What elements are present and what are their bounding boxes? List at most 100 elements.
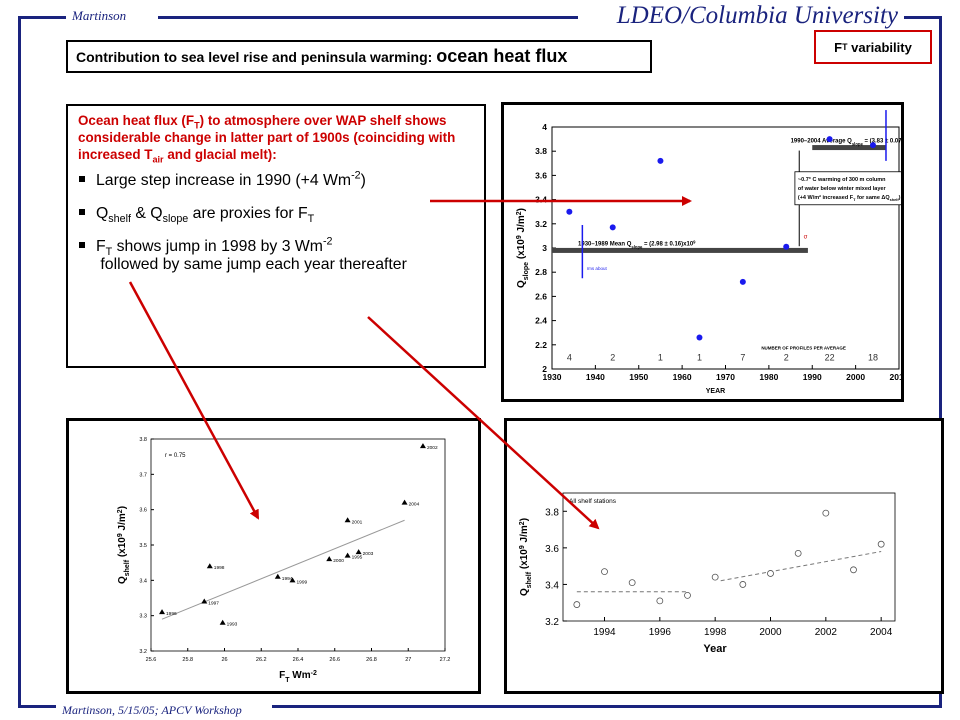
data-point: [850, 566, 857, 574]
x-tick-label: 26.2: [256, 657, 267, 663]
data-point: [219, 619, 226, 625]
bullet-text: F: [96, 238, 106, 255]
data-point: [739, 581, 747, 588]
x-axis-label: YEAR: [706, 388, 725, 395]
profile-count: 22: [825, 353, 835, 363]
y-tick-label: 3.8: [139, 437, 147, 443]
y-tick-label: 3.4: [535, 195, 547, 205]
r-label: r = 0.75: [165, 453, 186, 459]
data-point: [274, 573, 281, 579]
annotation-line: of water below winter mixed layer: [798, 186, 887, 192]
x-tick-label: 1960: [673, 372, 692, 382]
y-axis-label: Qslope (x109 J/m2): [516, 208, 530, 288]
y-tick-label: 3.2: [139, 649, 147, 655]
data-point: [739, 278, 746, 285]
chart-qslope-timeseries: 19301940195019601970198019902000201022.2…: [501, 102, 917, 402]
data-point: [767, 570, 774, 577]
point-label: 2004: [409, 502, 420, 508]
y-tick-label: 3.7: [139, 472, 147, 478]
sigma-label: σ: [804, 234, 808, 240]
x-tick-label: 1996: [649, 627, 672, 638]
slide-title: Contribution to sea level rise and penin…: [66, 40, 652, 73]
data-point: [206, 563, 213, 569]
chart-qslope-svg: 19301940195019601970198019902000201022.2…: [516, 110, 917, 395]
intro-part: and glacial melt):: [163, 147, 277, 162]
x-tick-label: 2000: [759, 627, 782, 638]
data-point: [711, 573, 719, 581]
frame-left: [18, 16, 21, 708]
chart-qshelf-vs-ft: 25.6 25.8 26 26.2 26.4 26.6 26.8 27 27.2 3.2 3.3 3.…: [66, 418, 481, 694]
bullet-sub: slope: [162, 213, 189, 226]
title-prefix: Contribution to sea level rise and penin…: [76, 48, 433, 65]
bullet-text: followed by same jump each year thereaft…: [96, 256, 407, 273]
data-point: [822, 509, 830, 517]
y-tick-label: 3.8: [545, 507, 559, 518]
intro-sub: air: [152, 154, 164, 165]
frame-right: [939, 16, 942, 708]
y-tick-label: 3.8: [535, 146, 547, 156]
intro-text: Ocean heat flux (FT) to atmosphere over …: [78, 112, 476, 165]
x-tick-label: 27: [405, 657, 411, 663]
y-tick-label: 2.6: [535, 291, 547, 301]
y-tick-label: 3.3: [139, 614, 147, 620]
data-point: [794, 549, 802, 557]
x-tick-label: 26.4: [293, 657, 304, 663]
bullet-sup: -2: [351, 169, 361, 182]
data-point: [289, 577, 296, 583]
mean-label: 1990–2004 Average Qslope = (3.83 ± 0.07)…: [791, 136, 901, 146]
x-tick-label: 2002: [815, 627, 838, 638]
fit-line: [161, 519, 405, 620]
data-point: [401, 499, 408, 505]
data-point: [573, 601, 581, 608]
data-point: [783, 243, 790, 250]
bullet-marker: [79, 242, 85, 248]
x-tick-label: 1970: [716, 372, 735, 382]
data-point: [826, 136, 833, 143]
mean-label: 1930–1989 Mean Qslope = (2.98 ± 0.16)x10…: [578, 239, 696, 249]
y-tick-label: 2.8: [535, 267, 547, 277]
bullet-marker: [79, 176, 85, 182]
data-point: [344, 517, 351, 523]
frame-top-mid: [158, 16, 578, 19]
plot-area-frame: [562, 492, 896, 622]
y-axis-label: Qshelf (x109 J/m2): [117, 506, 131, 584]
point-label: 1996: [166, 611, 177, 617]
fit-line: [720, 551, 882, 582]
point-label: 1997: [208, 601, 219, 607]
x-tick-label: 2000: [846, 372, 865, 382]
tag-main: F: [834, 39, 843, 55]
frame-bottom-right: [272, 705, 942, 708]
y-tick-label: 3: [542, 243, 547, 253]
bullet-sup: -2: [322, 235, 333, 248]
x-axis-label: Year: [703, 643, 727, 655]
x-tick-label: 1990: [803, 372, 822, 382]
text-panel: Ocean heat flux (FT) to atmosphere over …: [66, 104, 486, 368]
frame-bottom-left: [18, 705, 56, 708]
x-tick-label: 2004: [870, 627, 893, 638]
profile-count: 1: [658, 353, 663, 363]
bullet-marker: [79, 209, 85, 215]
point-label: 1994: [282, 576, 293, 582]
y-tick-label: 3.2: [535, 219, 547, 229]
data-point: [601, 568, 608, 576]
bullet-step-increase: Large step increase in 1990 (+4 Wm-2): [78, 169, 476, 190]
bullet-text: Large step increase in 1990 (+4 Wm: [96, 172, 352, 189]
bullet-text: are proxies for F: [188, 205, 308, 222]
mean-bar: [552, 247, 808, 253]
y-tick-label: 3.5: [139, 543, 147, 549]
data-point: [656, 597, 664, 605]
x-tick-label: 25.8: [182, 657, 193, 663]
footer-citation: Martinson, 5/15/05; APCV Workshop: [62, 703, 242, 717]
point-label: 1998: [214, 565, 225, 571]
point-label: 1995: [352, 555, 363, 561]
point-label: 1999: [296, 579, 307, 585]
point-label: 2002: [427, 445, 438, 451]
x-tick-label: 25.6: [146, 657, 157, 663]
x-tick-label: 1994: [593, 627, 616, 638]
bullet-text: & Q: [130, 205, 163, 222]
x-tick-label: 26.6: [329, 657, 340, 663]
point-label: 1993: [227, 622, 238, 628]
data-point: [201, 598, 208, 604]
chart-qshelf-year-svg: 1994 1996 1998 2000 2002 2004 3.2 3.4 3.6 3.8 Year…: [519, 492, 896, 655]
